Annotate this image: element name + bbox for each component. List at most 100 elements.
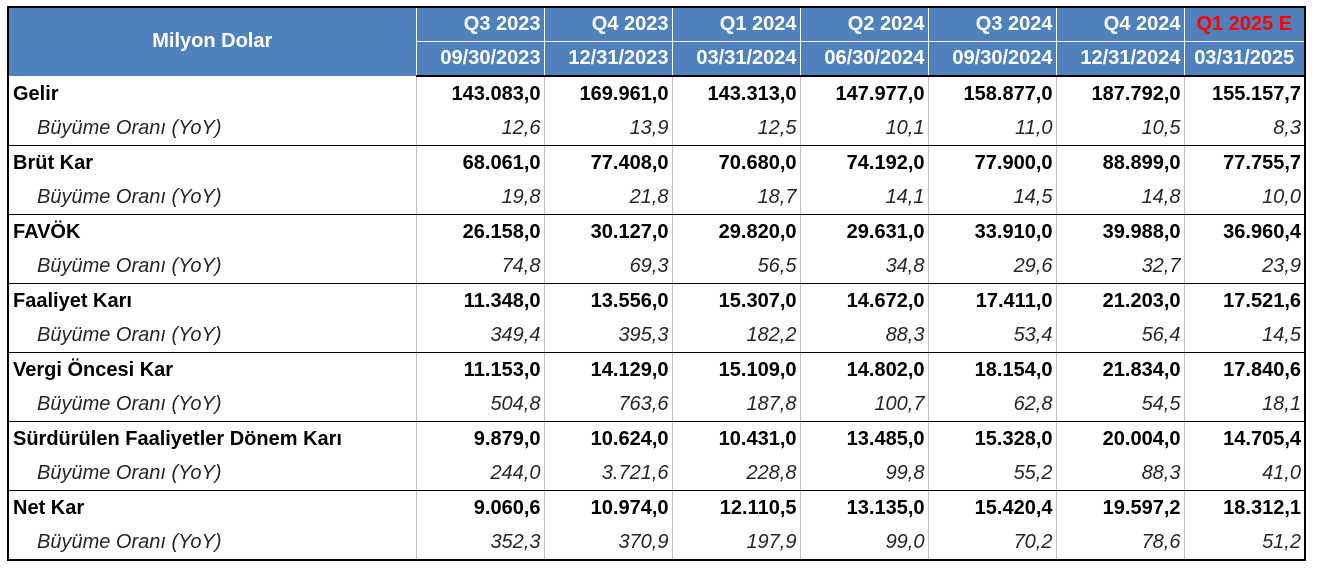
value-cell: 14.129,0 (544, 352, 673, 387)
value-cell: 158.877,0 (928, 76, 1057, 111)
value-cell: 169.961,0 (544, 76, 673, 111)
growth-cell: 14,8 (1056, 180, 1185, 215)
value-cell: 68.061,0 (416, 145, 545, 180)
growth-cell: 19,8 (416, 180, 545, 215)
table-row: Sürdürülen Faaliyetler Dönem Karı 9.879,0… (8, 421, 1305, 456)
growth-cell: 187,8 (672, 387, 801, 422)
value-cell: 21.834,0 (1056, 352, 1185, 387)
growth-cell: 55,2 (928, 456, 1057, 491)
column-header-date: 12/31/2023 (544, 41, 673, 77)
growth-cell: 10,5 (1056, 111, 1185, 146)
growth-label: Büyüme Oranı (YoY) (8, 318, 417, 353)
growth-row: Büyüme Oranı (YoY) 504,8 763,6 187,8 100,7 62… (8, 387, 1305, 422)
table-row: Vergi Öncesi Kar 11.153,0 14.129,0 15.109,0… (8, 352, 1305, 387)
column-header-date: 06/30/2024 (800, 41, 929, 77)
column-header-quarter: Q1 2024 (672, 7, 801, 42)
value-cell: 18.312,1 (1223, 497, 1301, 519)
value-cell: 15.109,0 (672, 352, 801, 387)
growth-cell: 349,4 (416, 318, 545, 353)
column-header-quarter: Q2 2024 (800, 7, 929, 42)
unit-header: Milyon Dolar (8, 7, 417, 77)
row-label: Net Kar (8, 490, 417, 525)
column-header-date: 09/30/2024 (928, 41, 1057, 77)
header-row-dates: 09/30/2023 12/31/2023 03/31/2024 06/30/2024… (8, 41, 1305, 77)
growth-cell: 21,8 (544, 180, 673, 215)
row-label: Sürdürülen Faaliyetler Dönem Karı (8, 421, 417, 456)
growth-cell: 62,8 (928, 387, 1057, 422)
column-header-quarter: Q4 2024 (1056, 7, 1185, 42)
value-cell: 29.631,0 (800, 214, 929, 249)
column-header-date: 12/31/2024 (1056, 41, 1185, 77)
column-header-date: 09/30/2023 (416, 41, 545, 77)
column-header-quarter: Q3 2023 (416, 7, 545, 42)
value-cell: 88.899,0 (1056, 145, 1185, 180)
growth-row: Büyüme Oranı (YoY) 352,3 370,9 197,9 99,0 70,… (8, 525, 1305, 560)
growth-row: Büyüme Oranı (YoY) 349,4 395,3 182,2 88,3 53,… (8, 318, 1305, 353)
value-cell: 10.624,0 (544, 421, 673, 456)
growth-cell: 23,9 (1184, 249, 1305, 284)
value-cell: 11.348,0 (416, 283, 545, 318)
growth-cell: 12,6 (416, 111, 545, 146)
value-cell: 14.705,4 (1223, 428, 1301, 450)
value-cell: 9.060,6 (416, 490, 545, 525)
value-cell: 21.203,0 (1056, 283, 1185, 318)
growth-cell: 11,0 (928, 111, 1057, 146)
table-row: FAVÖK 26.158,0 30.127,0 29.820,0 29.631,0 33.… (8, 214, 1305, 249)
value-cell: 26.158,0 (416, 214, 545, 249)
growth-label: Büyüme Oranı (YoY) (8, 111, 417, 146)
value-cell: 36.960,4 (1223, 221, 1301, 243)
value-cell: 17.411,0 (928, 283, 1057, 318)
value-cell: 18.154,0 (928, 352, 1057, 387)
growth-cell: 99,8 (800, 456, 929, 491)
value-cell: 70.680,0 (672, 145, 801, 180)
growth-cell: 763,6 (544, 387, 673, 422)
growth-row: Büyüme Oranı (YoY) 12,6 13,9 12,5 10,1 11,0 10… (8, 111, 1305, 146)
row-label: Gelir (8, 76, 417, 111)
growth-row: Büyüme Oranı (YoY) 74,8 69,3 56,5 34,8 29,6 32… (8, 249, 1305, 284)
column-header-quarter: Q4 2023 (544, 7, 673, 42)
value-cell: 10.974,0 (544, 490, 673, 525)
value-cell: 29.820,0 (672, 214, 801, 249)
value-cell: 17.840,6 (1223, 359, 1301, 381)
growth-label: Büyüme Oranı (YoY) (8, 180, 417, 215)
growth-cell: 352,3 (416, 525, 545, 560)
table-row: Net Kar 9.060,6 10.974,0 12.110,5 13.135,0 15… (8, 490, 1305, 525)
row-label: FAVÖK (8, 214, 417, 249)
value-cell: 15.307,0 (672, 283, 801, 318)
growth-cell: 53,4 (928, 318, 1057, 353)
growth-cell: 10,0 (1184, 180, 1305, 215)
row-label: Faaliyet Karı (8, 283, 417, 318)
growth-cell: 41,0 (1184, 456, 1305, 491)
value-cell: 13.135,0 (800, 490, 929, 525)
value-cell: 147.977,0 (800, 76, 929, 111)
growth-cell: 56,4 (1056, 318, 1185, 353)
growth-label: Büyüme Oranı (YoY) (8, 387, 417, 422)
growth-row: Büyüme Oranı (YoY) 244,0 3.721,6 228,8 99,8 5… (8, 456, 1305, 491)
value-cell: 9.879,0 (416, 421, 545, 456)
growth-cell: 70,2 (928, 525, 1057, 560)
header-row-quarters: Milyon Dolar Q3 2023 Q4 2023 Q1 2024 Q2 202… (8, 7, 1305, 77)
value-cell: 33.910,0 (928, 214, 1057, 249)
growth-cell: 370,9 (544, 525, 673, 560)
growth-cell: 197,9 (672, 525, 801, 560)
growth-cell: 504,8 (416, 387, 545, 422)
value-cell: 77.408,0 (544, 145, 673, 180)
value-cell: 155.157,7 (1212, 83, 1301, 105)
value-cell: 13.485,0 (800, 421, 929, 456)
growth-cell: 51,2 (1262, 531, 1301, 553)
growth-cell: 12,5 (672, 111, 801, 146)
growth-cell: 88,3 (1056, 456, 1185, 491)
value-cell: 11.153,0 (416, 352, 545, 387)
growth-cell: 18,1 (1184, 387, 1305, 422)
growth-cell: 99,0 (800, 525, 929, 560)
growth-cell: 395,3 (544, 318, 673, 353)
value-cell: 14.802,0 (800, 352, 929, 387)
value-cell: 14.672,0 (800, 283, 929, 318)
value-cell: 15.328,0 (928, 421, 1057, 456)
column-header-date: 03/31/2025 (1184, 41, 1305, 77)
growth-cell: 34,8 (800, 249, 929, 284)
value-cell: 12.110,5 (672, 490, 801, 525)
row-label: Brüt Kar (8, 145, 417, 180)
growth-cell: 29,6 (928, 249, 1057, 284)
growth-cell: 100,7 (800, 387, 929, 422)
